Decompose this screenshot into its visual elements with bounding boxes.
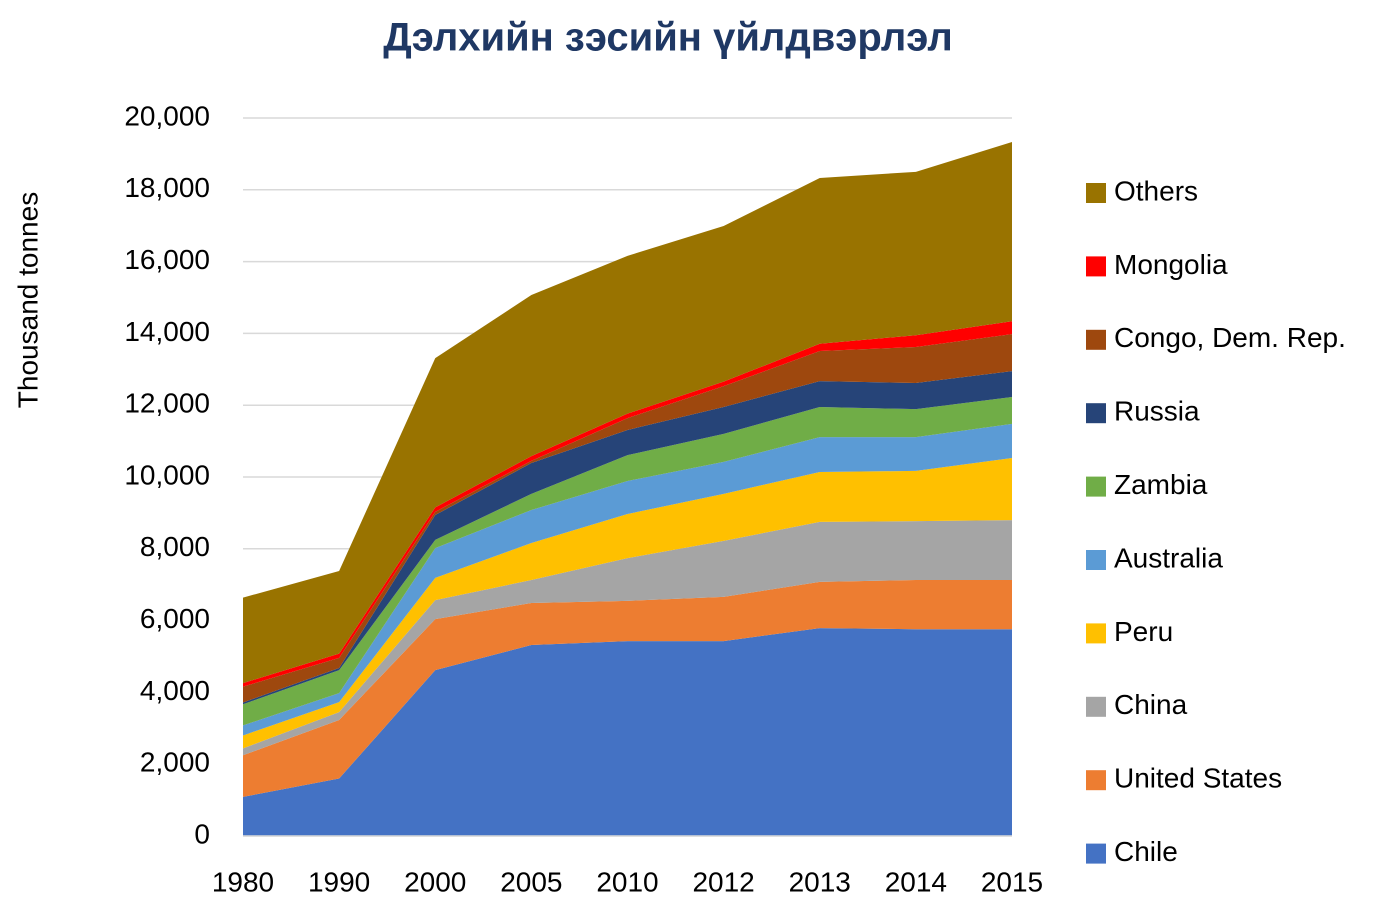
legend-swatch xyxy=(1086,403,1106,424)
area xyxy=(243,396,1012,726)
legend-swatch xyxy=(1086,623,1106,644)
legend-swatch xyxy=(1086,550,1106,570)
y-tick-label: 20,000 xyxy=(124,100,210,131)
legend-label: Congo, Dem. Rep. xyxy=(1114,322,1346,353)
y-tick-label: 0 xyxy=(194,818,210,849)
area xyxy=(243,334,1012,703)
y-tick-label: 8,000 xyxy=(140,531,210,562)
legend-label: Australia xyxy=(1114,542,1223,573)
legend-label: Mongolia xyxy=(1114,249,1228,280)
legend-swatch xyxy=(1086,256,1106,277)
y-tick-label: 16,000 xyxy=(124,244,210,275)
legend-label: Peru xyxy=(1114,616,1173,647)
x-tick-label: 2010 xyxy=(596,866,658,897)
area xyxy=(243,628,1012,836)
y-tick-label: 2,000 xyxy=(140,747,210,778)
area xyxy=(243,457,1012,749)
x-tick-label: 2000 xyxy=(404,866,466,897)
area xyxy=(243,580,1012,797)
y-tick-label: 12,000 xyxy=(124,388,210,419)
legend-swatch xyxy=(1086,329,1106,350)
x-tick-label: 1990 xyxy=(308,866,370,897)
y-axis-label: Thousand tonnes xyxy=(12,192,43,408)
area xyxy=(243,371,1012,705)
y-tick-label: 14,000 xyxy=(124,316,210,347)
area xyxy=(243,520,1012,756)
y-tick-label: 4,000 xyxy=(140,675,210,706)
legend-swatch xyxy=(1086,476,1106,497)
x-tick-label: 1980 xyxy=(212,866,274,897)
legend-swatch xyxy=(1086,696,1106,717)
chart-title: Дэлхийн зэсийн үйлдвэрлэл xyxy=(383,16,953,60)
legend-label: China xyxy=(1114,689,1188,720)
legend-label: Zambia xyxy=(1114,469,1208,500)
area xyxy=(243,423,1012,736)
legend-swatch xyxy=(1086,183,1106,203)
legend-swatch xyxy=(1086,770,1106,791)
y-tick-label: 18,000 xyxy=(124,172,210,203)
x-tick-label: 2013 xyxy=(789,866,851,897)
y-tick-label: 6,000 xyxy=(140,603,210,634)
legend-label: Chile xyxy=(1114,836,1178,867)
x-tick-label: 2015 xyxy=(981,866,1043,897)
y-tick-label: 10,000 xyxy=(124,459,210,490)
legend-label: Others xyxy=(1114,175,1198,206)
x-tick-label: 2005 xyxy=(500,866,562,897)
legend-swatch xyxy=(1086,843,1106,864)
x-tick-label: 2014 xyxy=(885,866,947,897)
area xyxy=(243,142,1012,684)
x-tick-label: 2012 xyxy=(692,866,754,897)
legend-label: United States xyxy=(1114,763,1282,794)
legend-label: Russia xyxy=(1114,396,1200,427)
